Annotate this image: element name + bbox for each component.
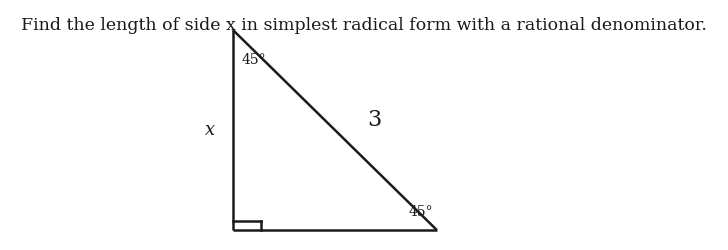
Text: x: x xyxy=(205,121,215,139)
Text: 45°: 45° xyxy=(242,52,266,66)
Text: 3: 3 xyxy=(368,109,382,131)
Text: 45°: 45° xyxy=(408,205,433,219)
Text: Find the length of side x in simplest radical form with a rational denominator.: Find the length of side x in simplest ra… xyxy=(21,18,707,34)
